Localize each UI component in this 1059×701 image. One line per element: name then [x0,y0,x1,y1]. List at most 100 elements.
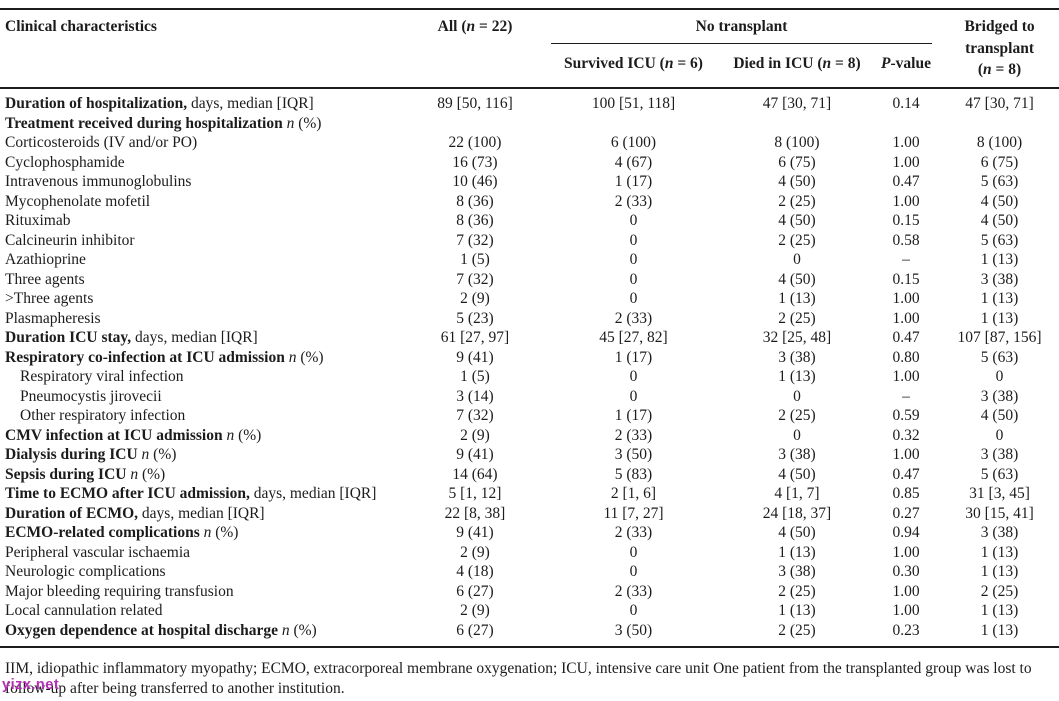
cell: 0.47 [892,173,920,190]
row-label: Duration of ECMO, days, median [IQR] [5,504,265,522]
cell: 5 (63) [980,173,1019,190]
cell: 0 [629,290,638,307]
cell: 0 [629,231,638,249]
row-label: Azathioprine [5,251,86,268]
table-row: CMV infection at ICU admission n (%) 2 (9… [0,426,1059,446]
header-bridged-pre: ( [977,61,984,78]
header-all-pre: All ( [437,18,467,35]
header-bridged-line1: Bridged to [964,18,1035,35]
header-died-icu: Died in ICU (n = 8) [722,44,872,88]
cell: 0.47 [892,329,920,346]
header-bridged-column: Bridged to transplant (n = 8) [940,9,1059,88]
cell [722,114,872,134]
cell: 47 [30, 71] [965,95,1034,112]
cell: 3 (38) [778,446,816,463]
cell: 1 (13) [778,543,816,561]
header-bridged-n: n [983,61,992,78]
header-group-no-transplant: No transplant [545,9,940,44]
table-row: Cyclophosphamide 16 (73) 4 (67) 6 (75) 1.00 6… [0,153,1059,173]
cell: 22 [8, 38] [444,504,506,522]
row-label: Local cannulation related [5,602,163,619]
row-label: ECMO-related complications n (%) [5,524,239,541]
table-row: Time to ECMO after ICU admission, days, … [0,484,1059,504]
cell: 3 (14) [456,387,494,405]
cell: 1.00 [892,543,920,561]
cell: 2 (9) [460,290,490,307]
cell: 0.15 [892,270,920,288]
watermark: yizx.net [2,677,60,693]
cell: 0 [793,251,801,268]
table-row: Respiratory co-infection at ICU admissio… [0,348,1059,368]
header-bridged-line2: transplant [965,39,1034,57]
cell: 100 [51, 118] [591,95,676,112]
cell: 4 [1, 7] [774,485,820,502]
cell: 61 [27, 97] [440,329,510,346]
cell: 0.32 [892,426,920,444]
cell: 5 (83) [614,465,653,483]
cell: 2 (33) [614,309,653,327]
cell: 8 (36) [456,212,494,229]
row-label: CMV infection at ICU admission n (%) [5,426,262,444]
cell: 30 [15, 41] [965,504,1034,522]
header-survived-n: n [664,55,674,72]
cell: 5 (63) [980,465,1019,483]
table-row: Intravenous immunoglobulins 10 (46) 1 (17)… [0,172,1059,192]
cell: 1.00 [892,582,920,600]
row-label: Respiratory co-infection at ICU admissio… [5,348,324,366]
table-row: Local cannulation related 2 (9) 0 1 (13) 1.0… [0,601,1059,621]
cell: 4 (50) [778,173,816,190]
table-row: Corticosteroids (IV and/or PO) 22 (100) 6 … [0,133,1059,153]
cell: 0.15 [892,212,920,229]
cell: 2 (25) [778,231,816,249]
cell: 5 (63) [980,231,1019,249]
table-row: Neurologic complications 4 (18) 0 3 (38) 0.3… [0,562,1059,582]
cell: 3 (38) [778,563,816,580]
cell: 10 (46) [452,173,498,190]
cell: 47 [30, 71] [762,95,832,112]
cell: 1.00 [892,368,920,385]
table-row: Mycophenolate mofetil 8 (36) 2 (33) 2 (25) 1… [0,192,1059,212]
cell: 8 (100) [774,134,820,151]
cell: 3 (38) [980,387,1019,405]
row-label: Cyclophosphamide [5,153,125,171]
cell: 8 (100) [976,134,1023,151]
cell: 1 (13) [980,543,1019,561]
cell: 7 (32) [456,407,494,424]
cell: 9 (41) [456,446,494,463]
table-row: Duration ICU stay, days, median [IQR] 61 … [0,328,1059,348]
cell: 0 [629,543,638,561]
header-survived-post: = 6) [673,55,703,72]
cell: 4 (50) [778,524,816,541]
table-row: Peripheral vascular ischaemia 2 (9) 0 1 (13… [0,543,1059,563]
cell: 4 (50) [778,212,816,229]
header-survived-pre: Survived ICU ( [564,55,665,72]
header-all-post: = 22) [475,18,513,35]
cell: 7 (32) [456,231,494,249]
cell: 22 (100) [448,134,502,151]
row-label: Duration ICU stay, days, median [IQR] [5,329,258,346]
cell: 3 (38) [980,270,1019,288]
cell: 1 (13) [980,602,1019,619]
table-row: Plasmapheresis 5 (23) 2 (33) 2 (25) 1.00 1 (1… [0,309,1059,329]
row-label: Neurologic complications [5,563,166,580]
row-label: Corticosteroids (IV and/or PO) [5,134,198,151]
cell: 3 (50) [614,446,653,463]
table-body: Duration of hospitalization, days, media… [0,88,1059,647]
cell: 2 (33) [614,426,653,444]
row-label: Respiratory viral infection [20,368,184,385]
cell: 0.47 [892,465,920,483]
cell: 1.00 [892,309,920,327]
cell: 2 (25) [980,582,1019,600]
header-group-label: No transplant [551,16,933,44]
table-row: Other respiratory infection 7 (32) 1 (17) 2… [0,406,1059,426]
cell: 1 (17) [614,173,653,190]
cell [405,114,545,134]
cell: 2 (33) [614,192,653,210]
cell: 1 (13) [980,309,1019,327]
row-label: Pneumocystis jirovecii [20,387,162,405]
table-row: >Three agents 2 (9) 0 1 (13) 1.00 1 (13) [0,289,1059,309]
cell: 31 [3, 45] [969,485,1030,502]
clinical-characteristics-table: Clinical characteristics All (n = 22) No… [0,8,1059,648]
cell: 6 (75) [778,153,816,171]
